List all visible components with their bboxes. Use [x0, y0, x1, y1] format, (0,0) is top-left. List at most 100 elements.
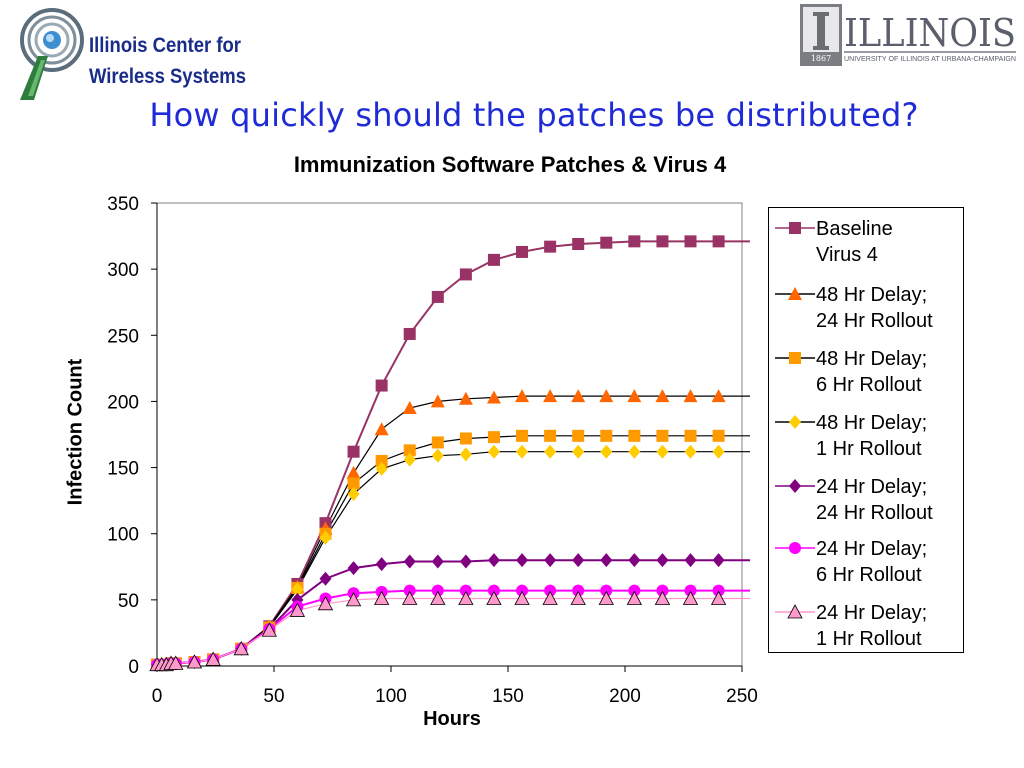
y-tick-label: 300	[107, 260, 139, 281]
data-point	[458, 391, 473, 405]
data-point	[374, 422, 389, 436]
data-point	[375, 461, 388, 476]
data-point	[711, 389, 726, 403]
data-point	[710, 590, 727, 605]
uiuc-wordmark: ILLINOIS	[844, 11, 1016, 55]
data-point	[654, 590, 671, 605]
data-point	[572, 584, 585, 597]
legend-swatch	[775, 604, 815, 619]
data-point	[289, 602, 306, 617]
data-point	[516, 444, 529, 459]
y-tick-label: 150	[107, 459, 139, 480]
data-point	[684, 584, 697, 597]
x-tick-label: 250	[726, 686, 758, 707]
data-point	[600, 553, 613, 568]
data-point	[431, 290, 444, 303]
data-point	[627, 389, 642, 403]
data-point	[516, 245, 529, 258]
data-point	[375, 379, 388, 392]
uiuc-logo: 1867 ILLINOIS UNIVERSITY OF ILLINOIS AT …	[800, 4, 1016, 66]
y-axis-label: Infection Count	[64, 358, 87, 506]
data-point	[683, 389, 698, 403]
data-point	[431, 554, 444, 569]
legend-item: 24 Hr Delay; 24 Hr Rollout	[769, 472, 965, 532]
data-point	[572, 238, 585, 251]
data-point	[628, 235, 641, 248]
data-point	[347, 445, 360, 458]
data-point	[682, 590, 699, 605]
data-point	[684, 444, 697, 459]
x-tick-label: 0	[152, 686, 163, 707]
y-tick-label: 200	[107, 392, 139, 413]
legend-swatch	[775, 542, 815, 554]
legend-marker	[789, 352, 801, 364]
data-point	[168, 655, 184, 670]
data-point	[515, 389, 530, 403]
data-point	[600, 429, 613, 442]
legend-label: 48 Hr Delay; 6 Hr Rollout	[816, 348, 928, 396]
data-point	[233, 640, 249, 656]
legend-item: Baseline Virus 4	[769, 214, 965, 274]
legend-marker	[789, 222, 801, 234]
data-point	[626, 590, 643, 605]
data-point	[684, 553, 697, 568]
y-tick-label: 0	[128, 657, 139, 678]
data-point	[544, 444, 557, 459]
data-point	[600, 584, 613, 597]
x-axis-label: Hours	[423, 708, 481, 730]
data-point	[544, 240, 557, 253]
data-point	[684, 235, 697, 248]
data-point	[544, 429, 557, 442]
data-point	[403, 327, 416, 340]
data-point	[487, 553, 500, 568]
data-point	[186, 654, 203, 669]
data-point	[514, 590, 530, 605]
legend-swatch	[775, 287, 815, 300]
legend-label: 48 Hr Delay; 24 Hr Rollout	[816, 284, 933, 332]
data-point	[459, 268, 472, 281]
data-point	[598, 590, 614, 605]
data-point	[431, 436, 444, 449]
data-point	[542, 590, 558, 605]
data-point	[600, 444, 613, 459]
data-point	[599, 389, 614, 403]
data-point	[628, 429, 641, 442]
data-point	[656, 235, 669, 248]
legend-item: 24 Hr Delay; 6 Hr Rollout	[769, 534, 965, 594]
series-line	[157, 435, 750, 666]
uiuc-year: 1867	[811, 54, 831, 63]
legend-label: Baseline Virus 4	[816, 218, 893, 266]
data-point	[430, 394, 445, 408]
data-point	[572, 444, 585, 459]
data-point	[712, 429, 725, 442]
data-point	[487, 253, 500, 266]
legend-label: 24 Hr Delay; 24 Hr Rollout	[816, 476, 933, 524]
data-point	[431, 448, 444, 463]
data-point	[375, 454, 388, 467]
data-point	[373, 590, 390, 605]
data-point	[347, 487, 360, 502]
data-point	[205, 651, 221, 666]
data-point	[628, 553, 641, 568]
data-point	[345, 592, 362, 607]
data-point	[656, 444, 669, 459]
data-point	[656, 429, 669, 442]
data-point	[347, 561, 360, 576]
data-point	[571, 389, 586, 403]
legend-swatch	[775, 415, 815, 429]
x-tick-label: 200	[609, 686, 641, 707]
data-point	[403, 554, 416, 569]
data-point	[543, 389, 558, 403]
data-point	[402, 401, 417, 415]
legend-item: 24 Hr Delay; 1 Hr Rollout	[769, 598, 965, 658]
data-point	[487, 444, 500, 459]
center-name: Illinois Center for Wireless Systems	[89, 30, 300, 92]
legend-marker	[788, 287, 802, 300]
data-point	[459, 432, 472, 445]
legend-label: 24 Hr Delay; 1 Hr Rollout	[816, 602, 928, 650]
data-point	[628, 584, 641, 597]
y-tick-label: 100	[107, 525, 139, 546]
data-point	[291, 582, 304, 597]
legend-label: 48 Hr Delay; 1 Hr Rollout	[816, 412, 928, 460]
